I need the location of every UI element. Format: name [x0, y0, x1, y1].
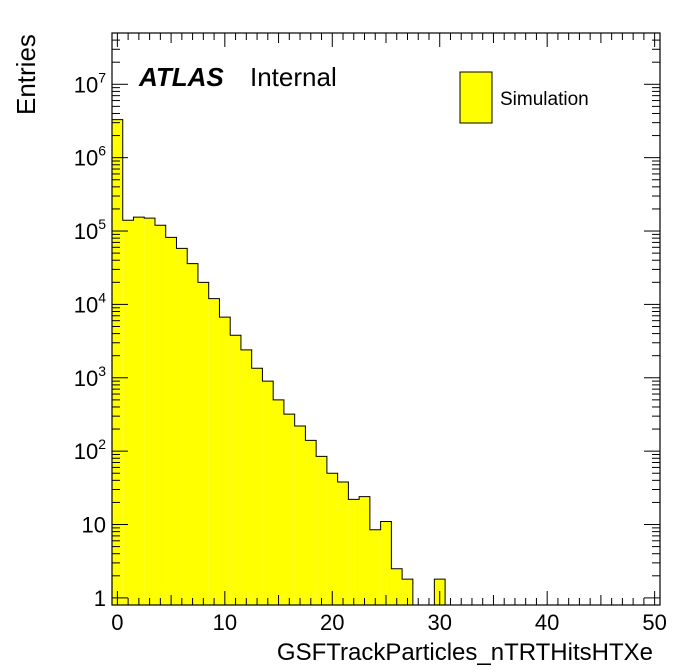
histogram-bar [380, 521, 392, 605]
legend-swatch-simulation [459, 71, 493, 124]
atlas-status-text: Internal [250, 62, 337, 92]
y-tick-label: 10 [82, 513, 106, 538]
histogram-bar [283, 414, 295, 605]
histogram-bar [208, 298, 220, 605]
legend-label-simulation: Simulation [500, 89, 589, 110]
x-tick-label: 10 [213, 610, 237, 635]
y-tick-label: 106 [74, 143, 106, 171]
histogram-bar [219, 317, 231, 605]
histogram-bar [305, 440, 317, 605]
x-tick-label: 20 [320, 610, 344, 635]
x-tick-label: 40 [535, 610, 559, 635]
x-tick-label: 50 [642, 610, 666, 635]
y-tick-label: 105 [74, 216, 106, 244]
histogram-bar [402, 579, 413, 605]
histogram-bar [348, 499, 360, 605]
atlas-label-text: ATLAS [138, 62, 224, 92]
y-tick-label: 102 [74, 436, 106, 464]
histogram-bar [240, 349, 252, 605]
histogram-bar [112, 119, 123, 606]
histogram-bars [112, 119, 446, 606]
histogram-bar [262, 381, 274, 605]
x-tick-label: 30 [427, 610, 451, 635]
histogram-bar [187, 263, 198, 605]
histogram-bar [154, 225, 166, 606]
y-axis-ticks: 1 10 102 103 104 105 106 107 [74, 32, 660, 611]
y-tick-label: 104 [74, 289, 106, 317]
histogram-bar [133, 217, 145, 605]
legend: Simulation [459, 71, 589, 124]
histogram-bar [316, 456, 327, 605]
histogram-bar [176, 248, 188, 606]
histogram-bar [197, 282, 209, 605]
y-axis-title: Entries [11, 34, 41, 115]
atlas-label: ATLAS Internal [138, 62, 337, 92]
x-tick-label: 0 [111, 610, 123, 635]
y-tick-label: 103 [74, 363, 106, 391]
histogram-bar [165, 237, 177, 605]
histogram-bar [391, 568, 403, 605]
y-tick-label: 107 [74, 69, 106, 97]
histogram-bar [326, 473, 338, 605]
histogram-bar [144, 218, 155, 605]
histogram-bar [359, 496, 370, 605]
histogram-bar [369, 529, 381, 605]
histogram-bar [337, 481, 349, 605]
y-tick-label: 1 [94, 586, 106, 611]
x-axis-title: GSFTrackParticles_nTRTHitsHTXe [277, 639, 653, 666]
histogram-bar [122, 220, 134, 605]
histogram-bar [230, 335, 241, 605]
histogram-bar [273, 399, 284, 605]
histogram-bar [251, 368, 263, 605]
histogram-bar [294, 426, 306, 605]
x-axis-ticks: 0 10 20 30 40 50 [111, 33, 667, 635]
